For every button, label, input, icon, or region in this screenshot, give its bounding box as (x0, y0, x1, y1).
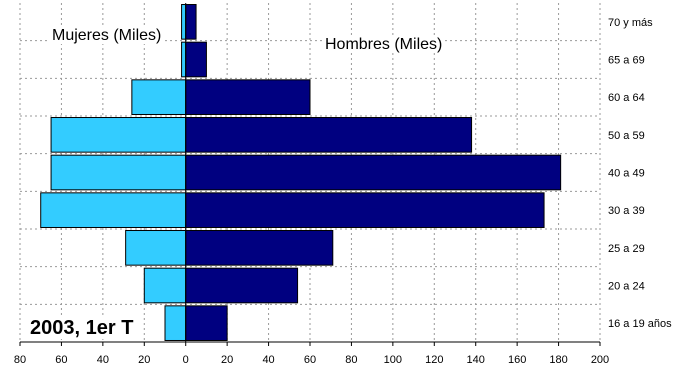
x-tick-label: 80 (14, 354, 26, 366)
bar-women (50, 117, 187, 153)
label-background (50, 27, 164, 44)
bar-men (185, 192, 545, 228)
age-label: 60 a 64 (608, 92, 645, 104)
age-label: 25 a 29 (608, 243, 645, 255)
x-tick-label: 60 (304, 354, 316, 366)
bar-women (40, 192, 187, 228)
bar-men (185, 230, 334, 266)
age-label: 50 a 59 (608, 130, 645, 142)
x-tick-label: 20 (138, 354, 150, 366)
x-tick-label: 120 (425, 354, 443, 366)
bar-men (185, 305, 228, 341)
x-tick-label: 180 (549, 354, 567, 366)
women-series-label: Mujeres (Miles) (52, 27, 161, 44)
bar-men (185, 41, 207, 78)
age-label: 16 a 19 años (608, 318, 672, 330)
ticks-layer: 80 60 40 20 0 20 40 60 80 100 120 140 160 180 200 (14, 342, 609, 366)
age-label: 40 a 49 (608, 168, 645, 180)
x-tick-label: 100 (384, 354, 402, 366)
bar-women (125, 230, 187, 266)
label-background (27, 317, 137, 339)
bar-men (185, 79, 311, 115)
x-tick-label: 160 (508, 354, 526, 366)
bar-women (164, 305, 187, 341)
x-tick-label: 60 (55, 354, 67, 366)
bar-women (181, 4, 187, 40)
age-label: 20 a 24 (608, 281, 645, 293)
x-tick-label: 200 (591, 354, 609, 366)
x-tick-label: 80 (345, 354, 357, 366)
bar-men (185, 267, 299, 304)
bar-women (50, 154, 187, 191)
age-labels: 16 a 19 años 20 a 24 25 a 29 30 a 39 40 a 49… (608, 17, 672, 330)
bar-men (185, 154, 562, 191)
x-tick-label: 140 (467, 354, 485, 366)
x-tick-label: 40 (262, 354, 274, 366)
period-annotation: 2003, 1er T (30, 317, 133, 339)
bar-women (181, 41, 187, 78)
grid-layer (19, 3, 601, 342)
age-label: 30 a 39 (608, 205, 645, 217)
age-label: 70 y más (608, 17, 653, 29)
bar-men (185, 4, 197, 40)
age-label: 65 a 69 (608, 55, 645, 67)
bars-layer (40, 4, 562, 341)
label-background (323, 36, 445, 53)
men-series-label: Hombres (Miles) (325, 36, 442, 53)
x-tick-label: 40 (97, 354, 109, 366)
x-tick-label: 20 (221, 354, 233, 366)
bar-men (185, 117, 473, 153)
bar-women (143, 267, 187, 304)
bar-women (131, 79, 187, 115)
x-tick-label: 0 (183, 354, 189, 366)
